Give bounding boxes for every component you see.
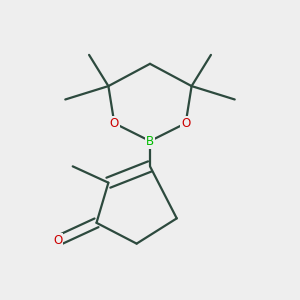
Text: B: B [146, 135, 154, 148]
Text: O: O [181, 117, 190, 130]
Text: O: O [110, 117, 119, 130]
Text: O: O [53, 234, 62, 247]
